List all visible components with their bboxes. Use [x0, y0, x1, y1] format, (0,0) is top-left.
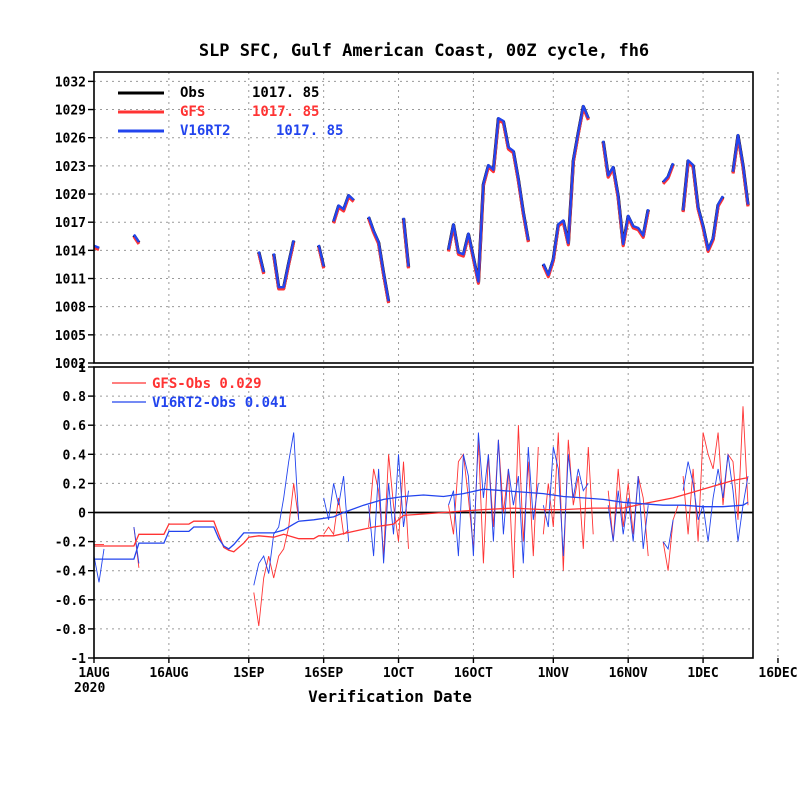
x-axis-ticks: 1AUG 16AUG 1SEP 16SEP 1OCT 16OCT 1NOV 16NOV 1DEC…: [78, 658, 798, 681]
bias-line-v16rt2: [253, 432, 300, 586]
slp-line-v16rt2: [681, 159, 725, 251]
bias-y-tick-label: -0.2: [55, 536, 86, 551]
x-tick-label: 16AUG: [149, 666, 188, 681]
chart-title: SLP SFC, Gulf American Coast, 00Z cycle,…: [199, 41, 649, 61]
legend-label: V16RT2: [180, 123, 231, 139]
legend-label: V16RT2-Obs 0.041: [152, 395, 287, 411]
slp-line-obs: [446, 117, 530, 284]
bias-line-v16rt2: [448, 432, 539, 564]
bias-y-tick-label: -0.8: [55, 623, 86, 638]
slp-line-v16rt2: [402, 217, 410, 267]
slp-y-tick-label: 1023: [55, 160, 86, 175]
slp-y-tick-label: 1014: [55, 244, 86, 259]
slp-series: [93, 104, 750, 304]
bias-panel: -1 -0.8 -0.6 -0.4 -0.2 0 0.2 0.4 0.6 0.8 1 GFS-Obs…: [55, 361, 779, 667]
year-label: 2020: [74, 681, 105, 696]
bias-y-tick-label: 0: [78, 507, 86, 522]
slp-y-tick-label: 1008: [55, 301, 86, 316]
legend-value: 1017. 85: [252, 85, 319, 101]
slp-line-gfs: [447, 118, 530, 285]
bias-y-tick-label: 0.8: [63, 390, 87, 405]
bias-line-v16rt2: [662, 519, 674, 551]
x-tick-label: 16OCT: [454, 666, 493, 681]
x-tick-label: 1OCT: [383, 666, 414, 681]
bias-line-v16rt2: [682, 454, 749, 542]
legend-value: 1017. 85: [276, 123, 343, 139]
bias-line-gfs: [607, 468, 649, 557]
slp-line-v16rt2: [272, 239, 295, 289]
slp-y-tick-label: 1011: [55, 273, 86, 288]
x-tick-label: 16DEC: [758, 666, 797, 681]
slp-y-tick-label: 1002: [55, 357, 86, 372]
slp-line-v16rt2: [602, 140, 650, 246]
slp-y-tick-label: 1005: [55, 329, 86, 344]
slp-line-v16rt2: [367, 216, 390, 302]
bias-line-v16rt2: [93, 548, 105, 583]
slp-line-v16rt2: [731, 133, 750, 205]
x-tick-label: 1NOV: [538, 666, 569, 681]
bias-y-tick-label: -1: [70, 652, 86, 667]
slp-y-tick-label: 1032: [55, 75, 86, 90]
bias-line-v16rt2: [607, 476, 649, 549]
x-tick-label: 1SEP: [233, 666, 264, 681]
slp-y-tick-label: 1017: [55, 216, 86, 231]
bias-line-v16rt2: [323, 476, 350, 542]
bias-y-tick-label: 0.2: [63, 477, 86, 492]
x-tick-label: 16NOV: [609, 666, 648, 681]
bias-y-tick-label: -0.6: [55, 594, 86, 609]
mean-bias-line-gfs: [94, 476, 749, 553]
slp-line-v16rt2: [662, 162, 675, 183]
bias-y-tick-label: 0.4: [63, 448, 87, 463]
slp-line-v16rt2: [332, 194, 355, 222]
slp-line-v16rt2: [257, 251, 265, 273]
bias-grid: [94, 367, 779, 658]
slp-legend: Obs 1017. 85 GFS 1017. 85 V16RT2 1017. 85: [118, 85, 343, 139]
slp-line-v16rt2: [93, 244, 100, 249]
legend-label: Obs: [180, 85, 205, 101]
x-tick-label: 1AUG: [78, 666, 109, 681]
bias-line-gfs: [542, 432, 594, 571]
bias-line-gfs: [253, 483, 300, 627]
bias-line-v16rt2: [133, 526, 140, 564]
bias-line-gfs: [682, 406, 749, 542]
bias-plot-frame: [93, 366, 754, 659]
legend-label: GFS: [180, 104, 205, 120]
slp-panel: 1002 1005 1008 1011 1014 1017 1020 1023 1026 1029…: [55, 71, 779, 372]
slp-line-v16rt2: [317, 244, 325, 267]
slp-line-v16rt2: [447, 117, 530, 283]
bias-line-gfs: [368, 454, 409, 557]
bias-y-ticks: -1 -0.8 -0.6 -0.4 -0.2 0 0.2 0.4 0.6 0.8 1: [55, 361, 94, 667]
bias-series: [93, 406, 749, 627]
bias-legend: GFS-Obs 0.029 V16RT2-Obs 0.041: [112, 376, 287, 411]
legend-value: 1017. 85: [252, 104, 319, 120]
slp-plot-frame: [93, 71, 754, 364]
bias-y-tick-label: 1: [78, 361, 86, 376]
legend-label: GFS-Obs 0.029: [152, 376, 262, 392]
bias-line-v16rt2: [542, 446, 589, 557]
mean-bias-line-v16: [94, 488, 749, 560]
x-tick-label: 1DEC: [687, 666, 718, 681]
bias-line-gfs: [448, 425, 539, 579]
slp-y-tick-label: 1029: [55, 104, 86, 119]
bias-line-gfs: [662, 505, 679, 571]
bias-y-tick-label: -0.4: [55, 565, 86, 580]
slp-line-gfs: [541, 106, 590, 279]
slp-line-v16rt2: [132, 233, 140, 243]
x-tick-label: 16SEP: [304, 666, 343, 681]
x-axis-label: Verification Date: [308, 687, 472, 706]
slp-y-tick-label: 1020: [55, 188, 86, 203]
slp-line-gfs: [93, 246, 100, 252]
slp-line-v16rt2: [542, 104, 590, 277]
slp-y-ticks: 1002 1005 1008 1011 1014 1017 1020 1023 1026 1029…: [55, 75, 94, 372]
slp-y-tick-label: 1026: [55, 132, 86, 147]
bias-y-tick-label: 0.6: [63, 419, 87, 434]
